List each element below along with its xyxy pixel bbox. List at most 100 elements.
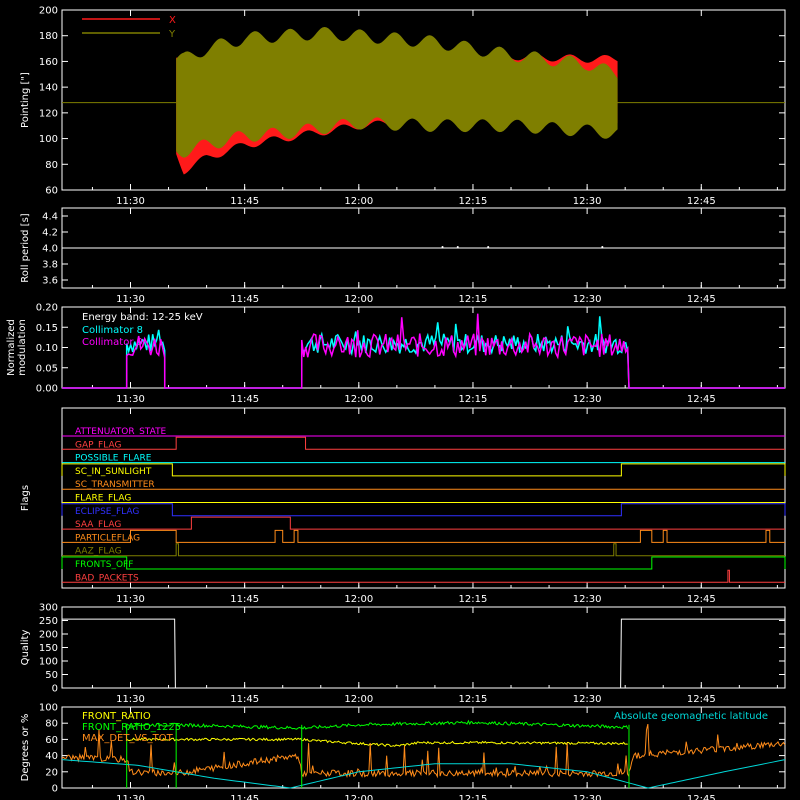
panel-frame	[61, 706, 786, 789]
x-tick-label: 12:30	[573, 694, 602, 705]
y-axis-label-line: Quality	[20, 630, 31, 666]
y-axis-label-line: Degrees or %	[20, 714, 31, 782]
roll-period-point	[456, 246, 459, 248]
legend-label-y: Y	[168, 29, 176, 40]
panel-1: 11:30 11:45 12:00 12:15 12:30 12:45 60 80 100 120…	[20, 6, 786, 207]
pointing-band-y	[176, 26, 618, 158]
x-tick-label: 12:15	[459, 294, 488, 305]
y-tick-label: 200	[39, 630, 58, 641]
x-tick-label: 12:15	[459, 594, 488, 605]
legend-label-x: X	[169, 15, 176, 26]
x-tick-label: 11:45	[230, 594, 259, 605]
x-tick-label: 12:15	[459, 394, 488, 405]
flag-trace	[62, 529, 785, 543]
y-tick-label: 180	[39, 31, 58, 42]
x-tick-label: 11:30	[116, 294, 145, 305]
y-tick-label: 300	[39, 603, 58, 614]
x-tick-label: 11:30	[116, 794, 145, 800]
panel-4: 11:30 11:45 12:00 12:15 12:30 12:45 Flags ATTEN…	[20, 407, 786, 605]
x-tick-label: 11:30	[116, 394, 145, 405]
flag-label: FRONTS_OFF	[75, 560, 133, 570]
panel-2: 11:30 11:45 12:00 12:15 12:30 12:45 3.6 3.8 4.0 4…	[20, 207, 786, 305]
y-axis-label: Flags	[20, 485, 31, 511]
x-tick-label: 11:45	[230, 794, 259, 800]
flag-trace	[61, 463, 786, 477]
modulation-trace-8	[62, 316, 785, 389]
flag-label: PARTICLEFLAG	[75, 533, 140, 543]
panel-frame	[61, 9, 786, 191]
roll-period-point	[487, 246, 490, 248]
panel-5: 11:30 11:45 12:00 12:15 12:30 12:45 0 50 100 150 2…	[20, 603, 786, 705]
flag-label: ATTENUATOR_STATE	[75, 427, 167, 437]
y-axis-label-line: Normalized	[6, 319, 17, 376]
quality-trace	[62, 618, 785, 689]
flag-trace	[61, 556, 786, 570]
x-tick-label: 12:00	[344, 196, 373, 207]
y-tick-label: 120	[39, 108, 58, 119]
y-tick-label: 4.0	[42, 244, 58, 255]
x-tick-label: 12:45	[687, 294, 716, 305]
flag-trace	[61, 503, 786, 517]
flag-trace	[62, 516, 785, 530]
y-tick-label: 4.2	[42, 228, 58, 239]
y-tick-label: 100	[39, 703, 58, 714]
flag-label: AAZ_FLAG	[75, 547, 122, 557]
x-tick-label: 11:45	[230, 394, 259, 405]
flag-trace	[62, 436, 785, 450]
x-tick-label: 12:15	[459, 794, 488, 800]
y-axis-label: Normalizedmodulation	[6, 319, 28, 376]
modulation-trace-9	[62, 313, 785, 389]
x-tick-label: 11:30	[116, 594, 145, 605]
y-tick-label: 100	[39, 657, 58, 668]
y-tick-label: 40	[45, 751, 58, 762]
legend-label: FRONT_RATIO_1225	[82, 722, 181, 733]
flag-label: GAP_FLAG	[75, 440, 121, 450]
y-axis-label-line: Flags	[20, 485, 31, 511]
y-axis-label: Quality	[20, 630, 31, 666]
flag-label: ECLIPSE_FLAG	[75, 507, 139, 517]
x-tick-label: 12:30	[573, 196, 602, 207]
x-tick-label: 12:15	[459, 694, 488, 705]
energy-band-annotation: Energy band: 12-25 keV	[82, 312, 203, 323]
legend-label: FRONT_RATIO	[82, 711, 151, 722]
x-tick-label: 12:45	[687, 394, 716, 405]
flag-label: POSSIBLE_FLARE	[75, 454, 152, 464]
x-tick-label: 12:00	[344, 594, 373, 605]
x-tick-label: 12:30	[573, 794, 602, 800]
x-tick-label: 12:45	[687, 694, 716, 705]
y-tick-label: 0.10	[36, 343, 58, 354]
x-tick-label: 12:30	[573, 294, 602, 305]
x-tick-label: 11:45	[230, 694, 259, 705]
y-axis-label: Roll period [s]	[20, 213, 31, 282]
y-tick-label: 250	[39, 616, 58, 627]
y-axis-label: Pointing ["]	[20, 72, 31, 128]
x-tick-label: 12:45	[687, 794, 716, 800]
flag-label: SAA_FLAG	[75, 520, 121, 530]
y-tick-label: 100	[39, 134, 58, 145]
series-front-ratio	[126, 737, 628, 748]
y-tick-label: 4.4	[42, 212, 58, 223]
flag-trace	[62, 543, 785, 557]
legend-label-collimator-9: Collimator 9	[82, 337, 143, 348]
flag-label: BAD_PACKETS	[75, 573, 139, 583]
y-axis-label-line: Roll period [s]	[20, 213, 31, 282]
y-tick-label: 140	[39, 83, 58, 94]
y-axis-label-line: Pointing ["]	[20, 72, 31, 128]
y-tick-label: 200	[39, 6, 58, 17]
y-axis-label-line: modulation	[17, 319, 28, 376]
y-tick-label: 160	[39, 57, 58, 68]
y-tick-label: 0.00	[36, 384, 58, 395]
x-tick-label: 11:45	[230, 196, 259, 207]
y-tick-label: 0	[52, 784, 58, 795]
y-tick-label: 0.05	[36, 363, 58, 374]
x-tick-label: 12:45	[687, 594, 716, 605]
y-tick-label: 3.6	[42, 276, 58, 287]
y-tick-label: 0.15	[36, 323, 58, 334]
x-tick-label: 12:15	[459, 196, 488, 207]
geomagnetic-latitude-label: Absolute geomagnetic latitude	[614, 711, 768, 722]
y-tick-label: 80	[45, 719, 58, 730]
series-max-det-vs-tot	[61, 723, 786, 779]
panel-frame	[61, 407, 786, 589]
